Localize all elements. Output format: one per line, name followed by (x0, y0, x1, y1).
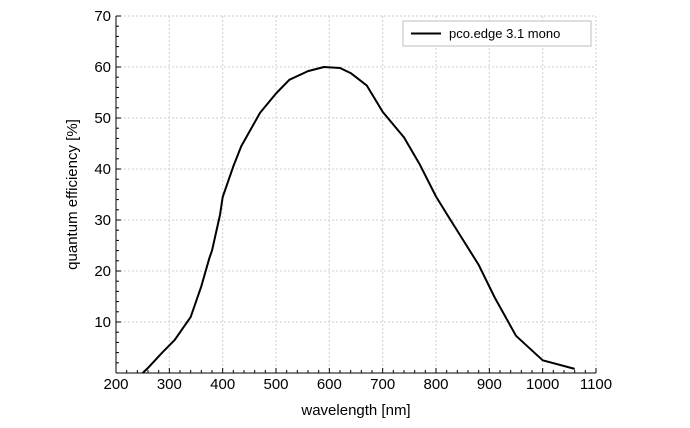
x-tick-label: 200 (103, 376, 128, 393)
y-tick-label: 30 (94, 212, 111, 229)
y-tick-label: 50 (94, 110, 111, 127)
x-tick-label: 1000 (526, 376, 559, 393)
x-tick-label: 700 (370, 376, 395, 393)
x-tick-label: 500 (263, 376, 288, 393)
y-tick-label: 10 (94, 314, 111, 331)
y-tick-label: 70 (94, 8, 111, 25)
y-tick-label: 60 (94, 59, 111, 76)
axes (115, 16, 596, 374)
x-tick-label: 600 (317, 376, 342, 393)
x-tick-labels: 200 300 400 500 600 700 800 900 1000 1100 (103, 376, 612, 393)
y-axis-label: quantum efficiency [%] (64, 119, 81, 270)
y-tick-label: 20 (94, 263, 111, 280)
y-tick-label: 40 (94, 161, 111, 178)
x-tick-label: 900 (477, 376, 502, 393)
legend-label: pco.edge 3.1 mono (449, 26, 560, 41)
series-line (142, 66, 575, 374)
x-tick-label: 1100 (580, 376, 612, 393)
x-tick-label: 300 (157, 376, 182, 393)
x-tick-label: 400 (210, 376, 235, 393)
grid-lines (116, 15, 597, 373)
x-axis-label: wavelength [nm] (300, 402, 410, 419)
legend: pco.edge 3.1 mono (402, 20, 592, 47)
x-tick-label: 800 (423, 376, 448, 393)
series-lines (142, 66, 575, 374)
y-tick-labels: 10 20 30 40 50 60 70 (94, 8, 111, 331)
